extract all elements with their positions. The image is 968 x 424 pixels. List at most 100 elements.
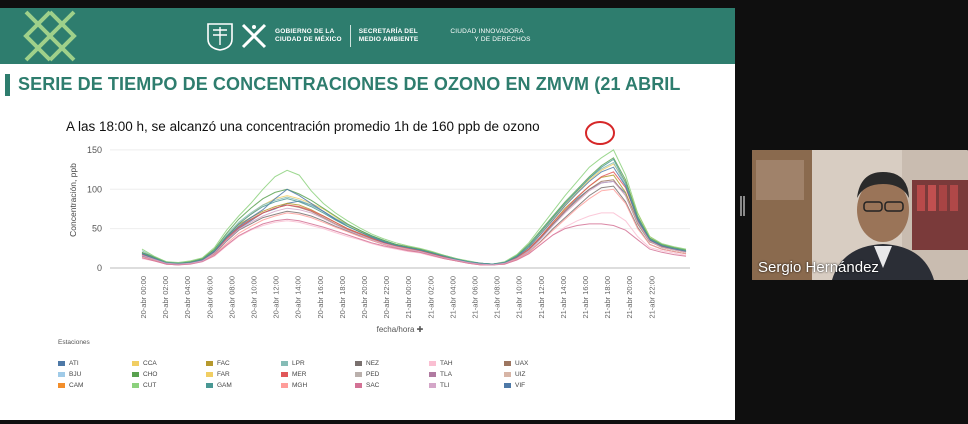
legend-label: TLI bbox=[440, 382, 450, 389]
mexico-city-crest-icon bbox=[207, 23, 233, 51]
x-tick-label: 21-abr 00:00 bbox=[404, 276, 413, 319]
legend-swatch bbox=[355, 372, 362, 377]
legend-label: VIF bbox=[515, 382, 526, 389]
legend-swatch bbox=[355, 383, 362, 388]
legend-swatch bbox=[281, 372, 288, 377]
legend-item-sac: SAC bbox=[355, 382, 379, 389]
series-line-sac bbox=[141, 218, 687, 266]
legend-item-gam: GAM bbox=[206, 382, 232, 389]
participant-video-feed bbox=[752, 150, 968, 280]
y-tick-label: 50 bbox=[92, 224, 102, 234]
series-line-cut bbox=[141, 149, 687, 265]
legend-label: FAC bbox=[217, 360, 230, 367]
cdmx-logo-icon bbox=[241, 23, 267, 49]
legend-label: NEZ bbox=[366, 360, 379, 367]
x-tick-label: 21-abr 14:00 bbox=[559, 276, 568, 319]
legend-label: FAR bbox=[217, 371, 230, 378]
slide-title: SERIE DE TIEMPO DE CONCENTRACIONES DE OZ… bbox=[18, 74, 681, 94]
x-tick-label: 20-abr 20:00 bbox=[360, 276, 369, 319]
legend-item-cho: CHO bbox=[132, 371, 157, 378]
x-tick-label: 21-abr 22:00 bbox=[647, 276, 656, 319]
x-tick-label: 21-abr 12:00 bbox=[537, 276, 546, 319]
participant-video-tile[interactable]: Sergio Hernández bbox=[752, 150, 968, 280]
x-tick-label: 20-abr 04:00 bbox=[183, 276, 192, 319]
legend-item-nez: NEZ bbox=[355, 360, 379, 367]
legend-swatch bbox=[429, 361, 436, 366]
slide-header-band: GOBIERNO DE LA CIUDAD DE MÉXICO SECRETAR… bbox=[0, 8, 735, 64]
legend-item-cca: CCA bbox=[132, 360, 157, 367]
x-tick-label: 21-abr 08:00 bbox=[493, 276, 502, 319]
x-tick-label: 20-abr 10:00 bbox=[250, 276, 259, 319]
legend-label: MER bbox=[292, 371, 307, 378]
legend-label: ATI bbox=[69, 360, 79, 367]
legend-label: UAX bbox=[515, 360, 529, 367]
legend-swatch bbox=[504, 361, 511, 366]
legend-label: BJU bbox=[69, 371, 82, 378]
legend-label: MGH bbox=[292, 382, 308, 389]
legend-label: CCA bbox=[143, 360, 157, 367]
legend-item-fac: FAC bbox=[206, 360, 230, 367]
secretaria-line-2: MEDIO AMBIENTE bbox=[358, 36, 419, 43]
x-tick-label: 20-abr 14:00 bbox=[294, 276, 303, 319]
x-tick-label: 21-abr 04:00 bbox=[448, 276, 457, 319]
chart-annotation: A las 18:00 h, se alcanzó una concentrac… bbox=[66, 119, 540, 134]
legend-item-vif: VIF bbox=[504, 382, 525, 389]
legend-item-cut: CUT bbox=[132, 382, 156, 389]
x-tick-label: 21-abr 06:00 bbox=[471, 276, 480, 319]
legend-swatch bbox=[355, 361, 362, 366]
legend-swatch bbox=[132, 361, 139, 366]
series-line-tli bbox=[141, 180, 687, 266]
legend-item-cam: CAM bbox=[58, 382, 83, 389]
series-line-gam bbox=[141, 158, 687, 265]
title-accent-bar bbox=[5, 74, 10, 96]
legend-label: PED bbox=[366, 371, 380, 378]
x-tick-label: 20-abr 16:00 bbox=[316, 276, 325, 319]
legend-swatch bbox=[504, 383, 511, 388]
legend-swatch bbox=[132, 372, 139, 377]
legend-swatch bbox=[206, 361, 213, 366]
y-axis-label: Concentración, ppb bbox=[68, 163, 78, 237]
legend-item-tla: TLA bbox=[429, 371, 452, 378]
legend-swatch bbox=[429, 383, 436, 388]
legend-swatch bbox=[58, 361, 65, 366]
legend-item-tli: TLI bbox=[429, 382, 449, 389]
legend-swatch bbox=[281, 361, 288, 366]
gov-line-1: GOBIERNO DE LA bbox=[275, 28, 335, 35]
x-tick-label: 20-abr 00:00 bbox=[139, 276, 148, 319]
legend-label: TLA bbox=[440, 371, 452, 378]
legend-swatch bbox=[504, 372, 511, 377]
y-tick-label: 100 bbox=[87, 184, 102, 194]
legend-label: CHO bbox=[143, 371, 158, 378]
legend-item-tah: TAH bbox=[429, 360, 453, 367]
city-line-2: Y DE DERECHOS bbox=[474, 36, 531, 43]
ozone-line-chart: 0 50 100 150 Concentración, ppb 20-abr 00:00 2… bbox=[68, 121, 690, 334]
legend-label: TAH bbox=[440, 360, 453, 367]
legend-swatch bbox=[429, 372, 436, 377]
legend-item-mer: MER bbox=[281, 371, 306, 378]
legend-item-ati: ATI bbox=[58, 360, 79, 367]
legend-swatch bbox=[281, 383, 288, 388]
drag-handle[interactable] bbox=[740, 196, 745, 216]
x-tick-label: 21-abr 16:00 bbox=[581, 276, 590, 319]
x-tick-label: 20-abr 06:00 bbox=[205, 276, 214, 319]
x-tick-label: 20-abr 22:00 bbox=[382, 276, 391, 319]
presentation-slide: GOBIERNO DE LA CIUDAD DE MÉXICO SECRETAR… bbox=[0, 8, 735, 420]
x-tick-label: 20-abr 02:00 bbox=[161, 276, 170, 319]
legend-swatch bbox=[132, 383, 139, 388]
legend-item-lpr: LPR bbox=[281, 360, 305, 367]
x-axis-label: fecha/hora ✚ bbox=[377, 325, 424, 334]
legend-item-far: FAR bbox=[206, 371, 230, 378]
participant-name: Sergio Hernández bbox=[758, 259, 879, 276]
secretaria-line-1: SECRETARÍA DEL bbox=[358, 28, 418, 35]
legend-label: CUT bbox=[143, 382, 157, 389]
peak-highlight-circle bbox=[585, 121, 615, 145]
x-tick-label: 20-abr 08:00 bbox=[227, 276, 236, 319]
legend-label: CAM bbox=[69, 382, 84, 389]
legend-item-uiz: UIZ bbox=[504, 371, 525, 378]
series-line-nez bbox=[141, 185, 687, 266]
x-tick-label: 20-abr 12:00 bbox=[272, 276, 281, 319]
gov-line-2: CIUDAD DE MÉXICO bbox=[275, 36, 342, 43]
x-tick-label: 21-abr 18:00 bbox=[603, 276, 612, 319]
legend-swatch bbox=[58, 383, 65, 388]
legend-item-uax: UAX bbox=[504, 360, 528, 367]
